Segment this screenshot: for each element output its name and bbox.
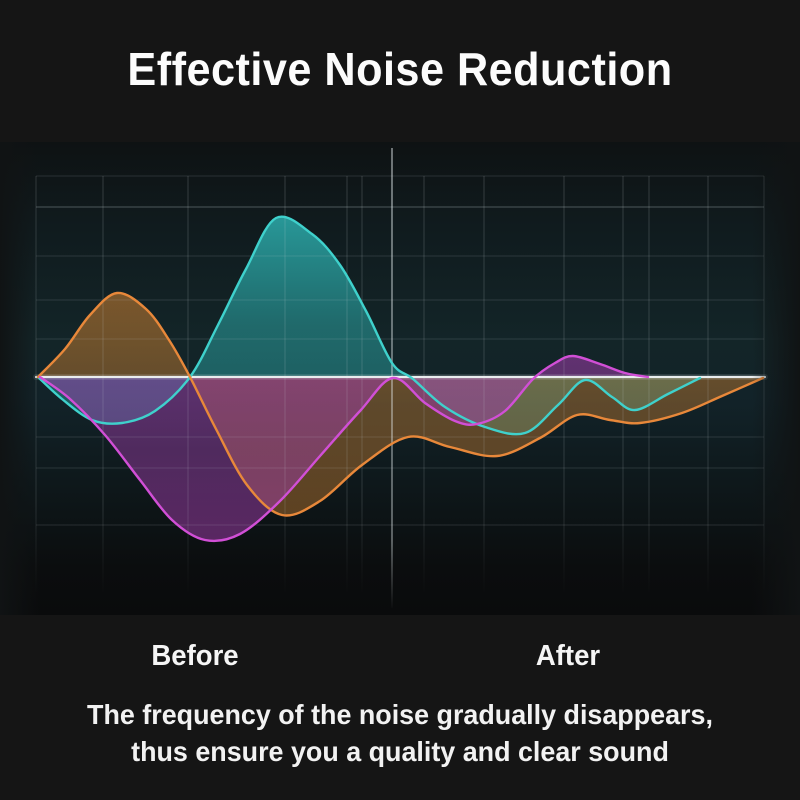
label-before: Before	[151, 640, 239, 672]
panel-edge-fade	[0, 142, 800, 615]
page-title: Effective Noise Reduction	[127, 43, 673, 95]
noise-chart	[0, 142, 800, 615]
caption: The frequency of the noise gradually dis…	[16, 696, 784, 770]
caption-line-1: The frequency of the noise gradually dis…	[87, 699, 713, 730]
caption-line-2: thus ensure you a quality and clear soun…	[131, 736, 669, 767]
label-after: After	[535, 640, 601, 672]
